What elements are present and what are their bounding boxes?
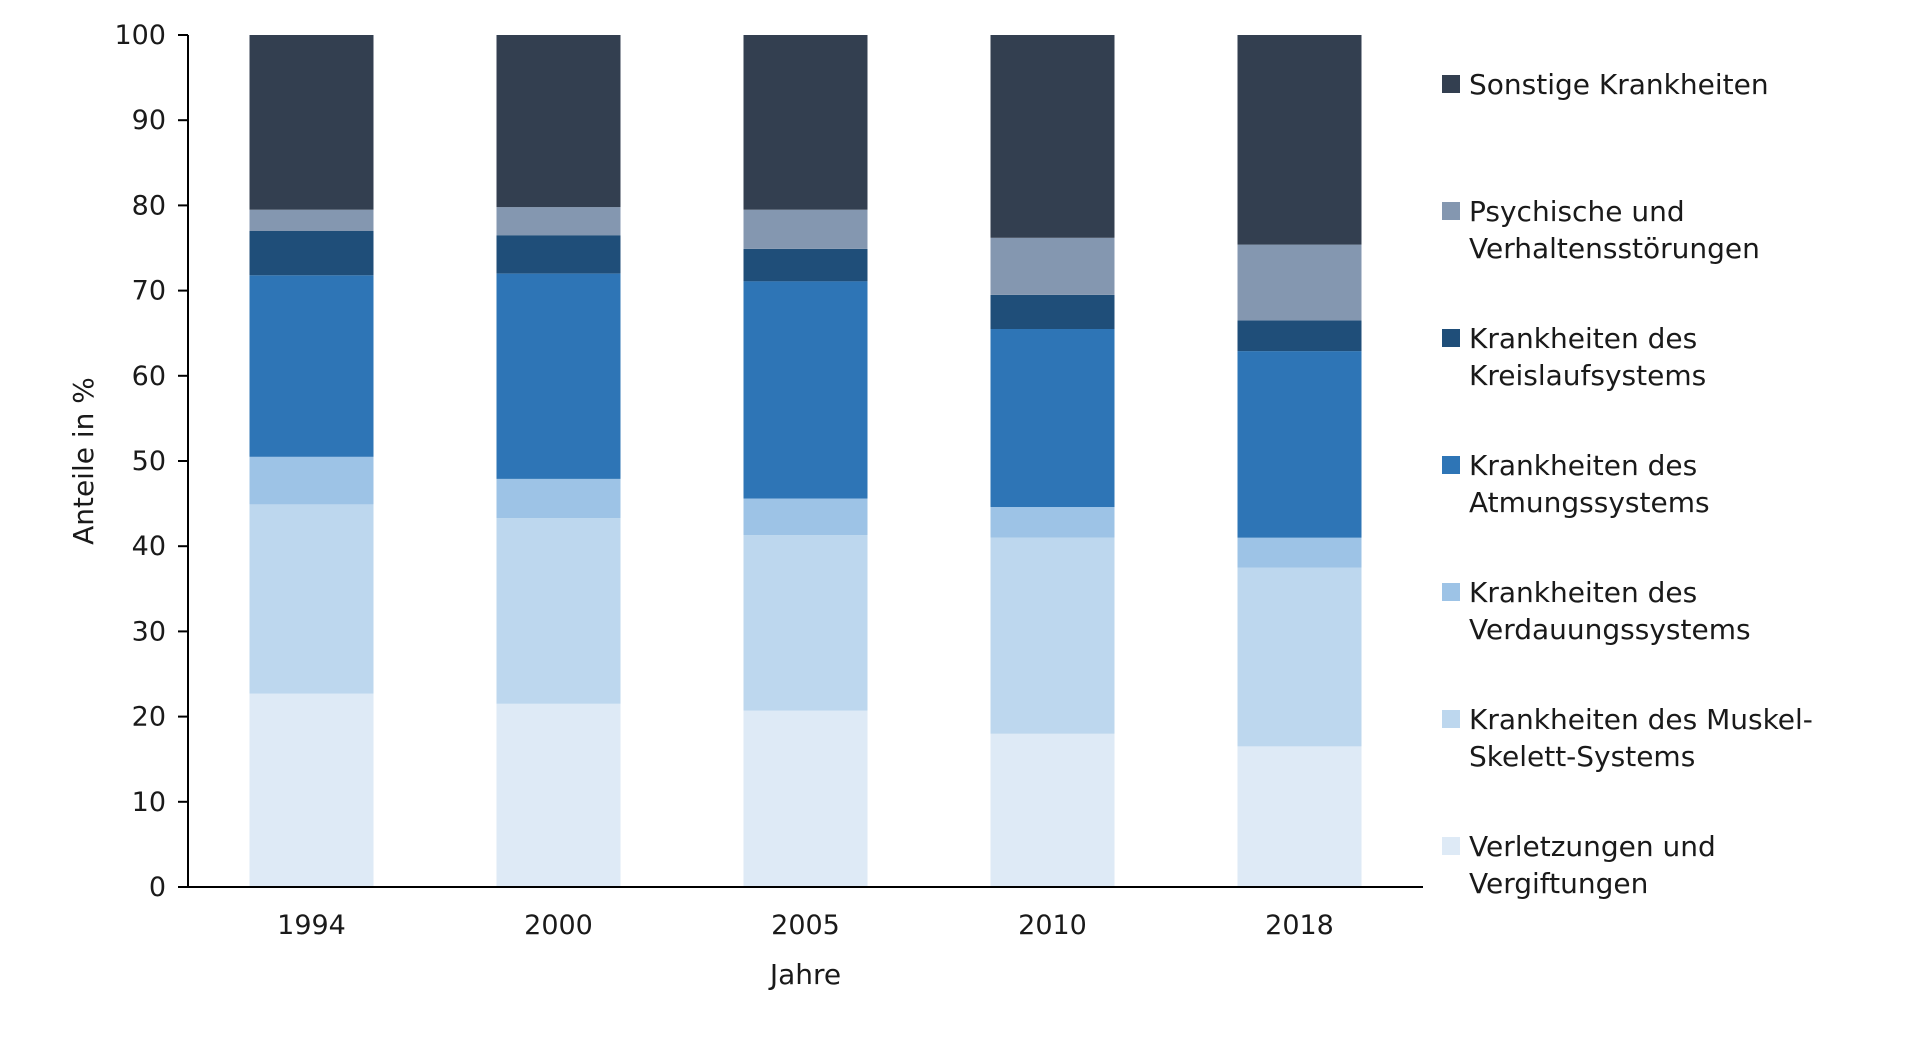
y-tick-label: 90 [132,105,166,136]
bar-segment-2005-series-5 [743,209,868,249]
bar-segment-2005-series-4 [743,248,868,282]
legend-label: Krankheiten des [1469,449,1697,482]
bar-segment-2010-series-0 [990,733,1115,887]
bar-segment-2000-series-4 [496,235,621,274]
legend-label: Verdauungssystems [1469,613,1751,646]
legend-label: Atmungssystems [1469,486,1710,519]
y-tick-label: 10 [132,787,166,818]
bar-segment-2010-series-3 [990,328,1115,507]
bar-segment-2000-series-1 [496,518,621,704]
bar-segment-2018-series-6 [1237,35,1362,245]
legend-label: Skelett-Systems [1469,740,1695,773]
y-tick-label: 0 [149,872,166,903]
legend-swatch [1442,456,1460,474]
bars-layer [249,35,1362,887]
bar-segment-1994-series-3 [249,275,374,457]
bar-segment-2018-series-3 [1237,351,1362,538]
legend-swatch [1442,837,1460,855]
legend-label: Kreislaufsystems [1469,359,1706,392]
bar-segment-1994-series-2 [249,456,374,505]
y-tick-label: 40 [132,531,166,562]
bar-segment-2000-series-0 [496,703,621,887]
bar-segment-2018-series-2 [1237,537,1362,568]
x-axis-title: Jahre [768,958,841,991]
bar-segment-1994-series-6 [249,35,374,210]
y-tick-label: 100 [114,20,166,51]
legend-label: Krankheiten des [1469,322,1697,355]
bar-segment-2005-series-3 [743,281,868,499]
legend-label: Verletzungen und [1469,830,1716,863]
x-tick-label: 2010 [1018,910,1087,941]
legend-swatch [1442,202,1460,220]
bar-segment-2010-series-1 [990,537,1115,734]
bar-segment-2010-series-4 [990,294,1115,329]
legend-item: Krankheiten des Muskel- Skelett-Systems [1442,703,1813,773]
legend-label: Verhaltensstörungen [1469,232,1760,265]
bar-segment-1994-series-1 [249,504,374,694]
legend-label: Krankheiten des Muskel- [1469,703,1813,736]
x-tick-label: 2018 [1265,910,1334,941]
y-tick-label: 50 [132,446,166,477]
x-tick-label: 2000 [524,910,593,941]
bar-segment-2005-series-0 [743,710,868,887]
bar-segment-2000-series-3 [496,273,621,479]
bar-segment-2018-series-5 [1237,244,1362,321]
legend-swatch [1442,583,1460,601]
legend-item: Psychische und Verhaltensstörungen [1442,195,1760,265]
bar-segment-2005-series-6 [743,35,868,210]
bar-segment-2018-series-0 [1237,746,1362,887]
y-tick-label: 60 [132,361,166,392]
bar-segment-2010-series-6 [990,35,1115,238]
bar-segment-2005-series-2 [743,498,868,536]
legend-swatch [1442,710,1460,728]
legend-swatch [1442,329,1460,347]
legend-label: Vergiftungen [1469,867,1648,900]
bar-segment-2000-series-5 [496,207,621,236]
y-tick-label: 80 [132,190,166,221]
x-tick-label: 2005 [771,910,840,941]
bar-segment-2000-series-2 [496,478,621,519]
legend-item: Sonstige Krankheiten [1442,68,1769,101]
bar-segment-2018-series-1 [1237,567,1362,747]
bar-segment-2000-series-6 [496,35,621,208]
legend-swatch [1442,75,1460,93]
y-tick-label: 30 [132,616,166,647]
bar-segment-2005-series-1 [743,535,868,711]
bar-segment-2010-series-2 [990,507,1115,538]
legend: Sonstige Krankheiten Psychische und Verhal… [1442,68,1813,900]
bar-segment-2018-series-4 [1237,320,1362,352]
legend-label: Sonstige Krankheiten [1469,68,1769,101]
legend-item: Krankheiten des Kreislaufsystems [1442,322,1706,392]
legend-item: Krankheiten des Atmungssystems [1442,449,1710,519]
y-tick-label: 70 [132,276,166,307]
x-tick-label: 1994 [277,910,346,941]
axes-layer: 0 10 20 30 40 50 60 70 80 90 100 1994 2000 2005 2010 20… [114,20,1423,941]
legend-label: Psychische und [1469,195,1685,228]
bar-segment-2010-series-5 [990,237,1115,295]
bar-segment-1994-series-4 [249,231,374,276]
legend-label: Krankheiten des [1469,576,1697,609]
y-axis-title: Anteile in % [67,377,100,545]
legend-item: Krankheiten des Verdauungssystems [1442,576,1751,646]
bar-segment-1994-series-0 [249,693,374,887]
y-tick-label: 20 [132,702,166,733]
bar-segment-1994-series-5 [249,209,374,231]
legend-item: Verletzungen und Vergiftungen [1442,830,1716,900]
